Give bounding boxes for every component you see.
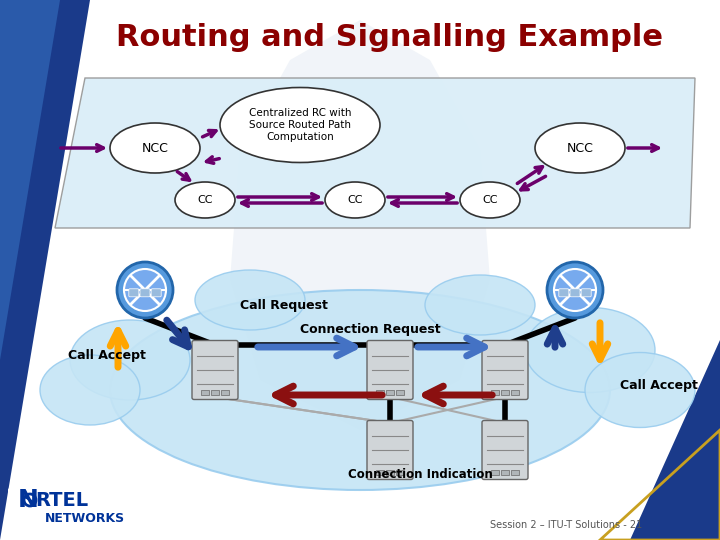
FancyBboxPatch shape — [201, 389, 209, 395]
FancyBboxPatch shape — [376, 469, 384, 475]
FancyBboxPatch shape — [581, 289, 591, 297]
Text: Call Accept: Call Accept — [620, 379, 698, 392]
Ellipse shape — [535, 123, 625, 173]
Ellipse shape — [110, 290, 610, 490]
FancyBboxPatch shape — [482, 341, 528, 400]
Text: NETWORKS: NETWORKS — [45, 511, 125, 524]
Circle shape — [124, 269, 166, 311]
FancyBboxPatch shape — [491, 469, 499, 475]
Ellipse shape — [110, 123, 200, 173]
FancyBboxPatch shape — [140, 289, 150, 297]
Text: N: N — [18, 488, 39, 512]
FancyBboxPatch shape — [511, 469, 519, 475]
Text: Call Accept: Call Accept — [68, 348, 146, 361]
FancyBboxPatch shape — [570, 289, 580, 297]
Text: NCC: NCC — [142, 141, 168, 154]
Circle shape — [117, 262, 173, 318]
Ellipse shape — [525, 307, 655, 393]
Text: CC: CC — [482, 195, 498, 205]
FancyBboxPatch shape — [501, 389, 509, 395]
FancyBboxPatch shape — [367, 421, 413, 480]
Text: Connection Request: Connection Request — [300, 323, 441, 336]
FancyBboxPatch shape — [8, 488, 152, 534]
FancyBboxPatch shape — [396, 469, 404, 475]
Text: Centralized RC with
Source Routed Path
Computation: Centralized RC with Source Routed Path C… — [248, 109, 351, 141]
Text: CC: CC — [347, 195, 363, 205]
Polygon shape — [55, 78, 695, 228]
FancyBboxPatch shape — [511, 389, 519, 395]
Polygon shape — [630, 340, 720, 540]
Polygon shape — [0, 0, 90, 540]
Ellipse shape — [220, 87, 380, 163]
FancyBboxPatch shape — [386, 469, 394, 475]
FancyBboxPatch shape — [396, 389, 404, 395]
FancyBboxPatch shape — [482, 421, 528, 480]
FancyBboxPatch shape — [501, 469, 509, 475]
Text: CC: CC — [197, 195, 212, 205]
Text: Session 2 – ITU-T Solutions - 21: Session 2 – ITU-T Solutions - 21 — [490, 520, 642, 530]
FancyBboxPatch shape — [386, 389, 394, 395]
Ellipse shape — [460, 182, 520, 218]
FancyBboxPatch shape — [151, 289, 161, 297]
Circle shape — [554, 269, 596, 311]
Ellipse shape — [40, 355, 140, 425]
Polygon shape — [0, 0, 60, 360]
FancyBboxPatch shape — [491, 389, 499, 395]
FancyBboxPatch shape — [129, 289, 139, 297]
Text: Connection Indication: Connection Indication — [348, 469, 492, 482]
Ellipse shape — [195, 270, 305, 330]
Polygon shape — [230, 20, 490, 430]
Ellipse shape — [585, 353, 695, 428]
Ellipse shape — [325, 182, 385, 218]
Text: NCC: NCC — [567, 141, 593, 154]
Circle shape — [547, 262, 603, 318]
Ellipse shape — [70, 320, 190, 400]
FancyBboxPatch shape — [211, 389, 219, 395]
FancyBboxPatch shape — [221, 389, 229, 395]
FancyBboxPatch shape — [376, 389, 384, 395]
Ellipse shape — [425, 275, 535, 335]
Text: Call Request: Call Request — [240, 299, 328, 312]
Text: RTEL: RTEL — [35, 490, 88, 510]
Ellipse shape — [175, 182, 235, 218]
Text: Routing and Signalling Example: Routing and Signalling Example — [117, 24, 664, 52]
FancyBboxPatch shape — [192, 341, 238, 400]
FancyBboxPatch shape — [367, 341, 413, 400]
FancyBboxPatch shape — [559, 289, 569, 297]
